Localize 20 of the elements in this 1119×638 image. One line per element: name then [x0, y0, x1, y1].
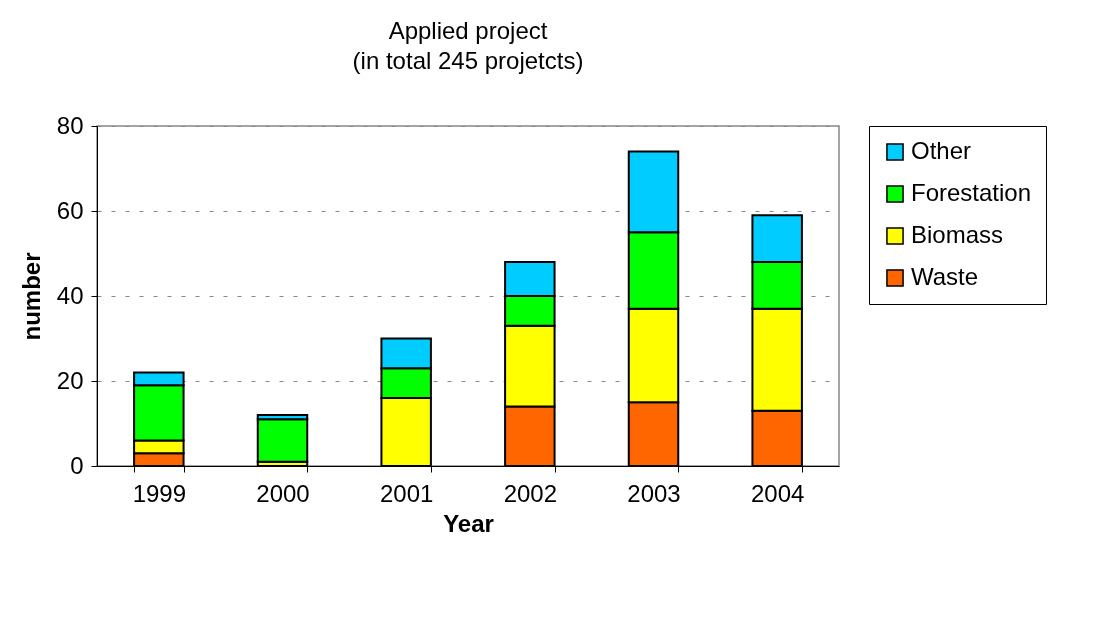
chart-subtitle: (in total 245 projetcts) [352, 47, 584, 74]
y-tick-label: 20 [56, 366, 84, 394]
legend-label: Biomass [911, 221, 1004, 248]
x-tick-label: 2000 [256, 479, 310, 507]
y-tick-label: 0 [70, 451, 84, 479]
y-axis-title: number [17, 252, 45, 341]
x-tick-label: 2003 [627, 479, 681, 507]
legend-label: Other [911, 137, 972, 164]
bar [256, 418, 309, 463]
y-tick-label: 80 [56, 111, 84, 139]
x-tick-label: 2001 [379, 479, 434, 507]
y-tick-label: 60 [56, 196, 84, 224]
legend-label: Forestation [911, 179, 1032, 206]
x-tick-label: 1999 [132, 479, 187, 507]
legend-label: Waste [911, 263, 979, 290]
x-tick-label: 2002 [503, 479, 558, 507]
x-tick-label: 2004 [750, 479, 805, 507]
y-tick-label: 40 [56, 281, 84, 309]
x-axis-title: Year [443, 509, 494, 537]
chart-title: Applied project [388, 17, 548, 44]
